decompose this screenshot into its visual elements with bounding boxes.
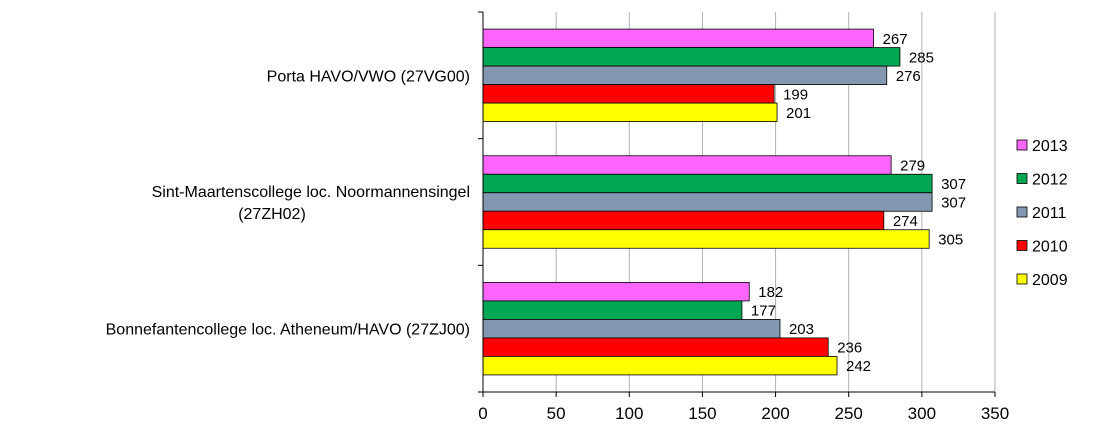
- bar-2013-porta-havo-vwo-27vg00: [482, 28, 874, 48]
- x-tick-label-200: 200: [761, 404, 789, 423]
- category-labels: Porta HAVO/VWO (27VG00) Sint-Maartenscoll…: [106, 68, 470, 338]
- legend-label-2013: 2013: [1032, 138, 1068, 155]
- legend-swatch-2013: [1016, 139, 1028, 151]
- bar-2011-sint-maartenscollege-loc-noormannensingel-27zh02: [482, 192, 933, 212]
- bar-2010-sint-maartenscollege-loc-noormannensingel-27zh02: [482, 210, 885, 231]
- data-label-2009-bonnefantencollege-loc-atheneum-havo-27zj00: 242: [846, 358, 871, 375]
- legend-label-2012: 2012: [1032, 172, 1068, 189]
- data-label-2010-sint-maartenscollege-loc-noormannensingel-27zh02: 274: [893, 213, 918, 230]
- category-label-1: Porta HAVO/VWO (27VG00): [267, 68, 470, 85]
- data-label-2013-sint-maartenscollege-loc-noormannensingel-27zh02: 279: [900, 158, 925, 175]
- bar-2011-porta-havo-vwo-27vg00: [482, 65, 888, 85]
- legend-swatch-2011: [1016, 206, 1028, 218]
- data-label-2011-sint-maartenscollege-loc-noormannensingel-27zh02: 307: [941, 195, 966, 212]
- data-label-2012-porta-havo-vwo-27vg00: 285: [909, 49, 934, 66]
- x-tick-label-250: 250: [835, 404, 863, 423]
- legend-label-2009: 2009: [1032, 272, 1068, 289]
- legend: 2013 2012 2011 2010 2009: [1016, 138, 1068, 289]
- data-label-2009-sint-maartenscollege-loc-noormannensingel-27zh02: 305: [938, 232, 963, 249]
- data-label-2013-porta-havo-vwo-27vg00: 267: [883, 31, 908, 48]
- x-tick-label-50: 50: [547, 404, 566, 423]
- x-tick-label-150: 150: [688, 404, 716, 423]
- x-tick-label-300: 300: [908, 404, 936, 423]
- x-axis-ticks: 0 50 100 150 200 250 300 350: [478, 392, 1009, 423]
- data-label-2011-bonnefantencollege-loc-atheneum-havo-27zj00: 203: [789, 321, 814, 338]
- legend-swatch-2010: [1016, 240, 1028, 251]
- data-label-2010-bonnefantencollege-loc-atheneum-havo-27zj00: 236: [837, 340, 862, 357]
- data-label-2010-porta-havo-vwo-27vg00: 199: [783, 86, 808, 103]
- legend-label-2011: 2011: [1032, 205, 1067, 222]
- axes: [478, 11, 995, 393]
- data-label-2013-bonnefantencollege-loc-atheneum-havo-27zj00: 182: [758, 284, 783, 301]
- bar-2013-bonnefantencollege-loc-atheneum-havo-27zj00: [482, 282, 750, 302]
- legend-swatch-2009: [1016, 273, 1028, 285]
- bar-2009-bonnefantencollege-loc-atheneum-havo-27zj00: [482, 356, 838, 376]
- bar-2012-bonnefantencollege-loc-atheneum-havo-27zj00: [482, 300, 743, 320]
- bar-series: [482, 28, 933, 376]
- bar-2009-sint-maartenscollege-loc-noormannensingel-27zh02: [482, 229, 930, 249]
- bar-2013-sint-maartenscollege-loc-noormannensingel-27zh02: [482, 155, 892, 175]
- category-label-3: Bonnefantencollege loc. Atheneum/HAVO (2…: [106, 322, 470, 339]
- x-tick-label-0: 0: [478, 404, 487, 423]
- data-label-2009-porta-havo-vwo-27vg00: 201: [786, 105, 811, 122]
- data-label-2012-bonnefantencollege-loc-atheneum-havo-27zj00: 177: [751, 303, 776, 320]
- bar-2010-porta-havo-vwo-27vg00: [482, 84, 775, 104]
- bar-2012-sint-maartenscollege-loc-noormannensingel-27zh02: [482, 173, 933, 194]
- x-tick-label-350: 350: [981, 404, 1009, 423]
- bar-2011-bonnefantencollege-loc-atheneum-havo-27zj00: [482, 319, 781, 339]
- legend-swatch-2012: [1016, 173, 1028, 184]
- x-tick-label-100: 100: [615, 404, 643, 423]
- bar-2012-porta-havo-vwo-27vg00: [482, 47, 901, 67]
- bar-2009-porta-havo-vwo-27vg00: [482, 102, 778, 122]
- legend-label-2010: 2010: [1032, 239, 1068, 256]
- data-label-2011-porta-havo-vwo-27vg00: 276: [896, 68, 921, 85]
- category-label-2: Sint-Maartenscollege loc. Noormannensing…: [152, 184, 470, 223]
- bar-2010-bonnefantencollege-loc-atheneum-havo-27zj00: [482, 337, 829, 357]
- data-label-2012-sint-maartenscollege-loc-noormannensingel-27zh02: 307: [941, 176, 966, 193]
